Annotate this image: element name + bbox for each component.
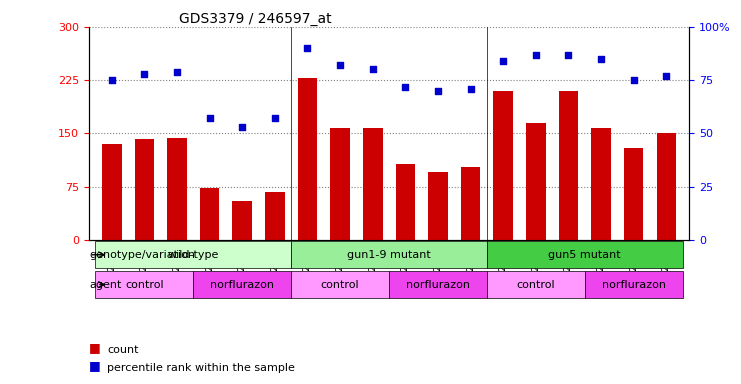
Bar: [265, 192, 285, 240]
Text: control: control: [516, 280, 555, 290]
Bar: [200, 188, 219, 240]
Bar: [233, 201, 252, 240]
FancyBboxPatch shape: [193, 271, 291, 298]
Bar: [135, 139, 154, 240]
FancyBboxPatch shape: [487, 271, 585, 298]
Text: gun5 mutant: gun5 mutant: [548, 250, 621, 260]
Bar: [494, 91, 513, 240]
Bar: [102, 144, 122, 240]
Text: gun1-9 mutant: gun1-9 mutant: [347, 250, 431, 260]
FancyBboxPatch shape: [96, 271, 193, 298]
FancyBboxPatch shape: [291, 242, 487, 268]
Point: [269, 116, 281, 122]
Bar: [657, 133, 676, 240]
Point: [660, 73, 672, 79]
Bar: [526, 123, 545, 240]
Bar: [461, 167, 480, 240]
Text: percentile rank within the sample: percentile rank within the sample: [107, 362, 296, 372]
Point: [302, 45, 313, 51]
Point: [595, 56, 607, 62]
Point: [530, 51, 542, 58]
Text: norflurazon: norflurazon: [210, 280, 274, 290]
Text: ■: ■: [89, 341, 101, 354]
FancyBboxPatch shape: [487, 242, 682, 268]
Point: [236, 124, 248, 130]
Text: norflurazon: norflurazon: [602, 280, 665, 290]
Point: [106, 77, 118, 83]
Text: genotype/variation: genotype/variation: [90, 250, 196, 260]
Bar: [396, 164, 415, 240]
Text: ■: ■: [89, 359, 101, 372]
Bar: [624, 147, 643, 240]
Bar: [298, 78, 317, 240]
Point: [562, 51, 574, 58]
Point: [432, 88, 444, 94]
Text: GDS3379 / 246597_at: GDS3379 / 246597_at: [179, 12, 331, 26]
Point: [628, 77, 639, 83]
Point: [139, 71, 150, 77]
FancyBboxPatch shape: [585, 271, 682, 298]
Point: [399, 83, 411, 89]
Point: [465, 86, 476, 92]
Bar: [167, 138, 187, 240]
FancyBboxPatch shape: [389, 271, 487, 298]
Bar: [330, 128, 350, 240]
FancyBboxPatch shape: [96, 242, 291, 268]
Text: norflurazon: norflurazon: [406, 280, 470, 290]
FancyBboxPatch shape: [291, 271, 389, 298]
Point: [367, 66, 379, 73]
Point: [334, 62, 346, 68]
Point: [204, 116, 216, 122]
Bar: [591, 128, 611, 240]
Text: control: control: [125, 280, 164, 290]
Point: [497, 58, 509, 64]
Text: agent: agent: [90, 280, 122, 290]
Point: [171, 68, 183, 74]
Bar: [363, 128, 382, 240]
Text: count: count: [107, 345, 139, 355]
Bar: [559, 91, 578, 240]
Text: control: control: [321, 280, 359, 290]
Bar: [428, 172, 448, 240]
Text: wild-type: wild-type: [167, 250, 219, 260]
